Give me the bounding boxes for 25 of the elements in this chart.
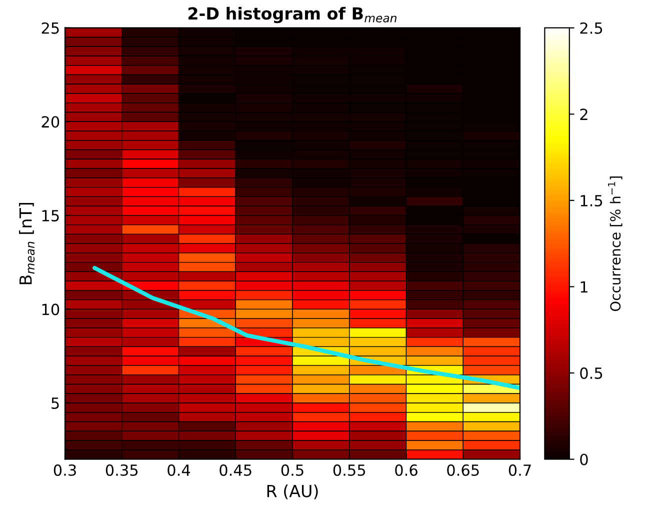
y-tick-label: 10 <box>42 304 60 316</box>
y-tick-label: 15 <box>42 210 59 222</box>
x-tick-label: 0.6 <box>395 464 418 476</box>
x-tick-label: 0.4 <box>168 464 190 476</box>
x-tick-label: 0.65 <box>447 464 479 476</box>
x-axis-title: R (AU) <box>267 484 318 500</box>
line-series <box>92 266 520 390</box>
x-tick-label: 0.7 <box>508 464 531 476</box>
x-tick-label: 0.35 <box>106 464 138 476</box>
color-bar-label: 0 <box>580 454 588 466</box>
x-tick-label: 0.5 <box>281 464 304 476</box>
y-axis-title: B$_{mean}$ [nT] <box>19 202 35 284</box>
color-bar-title: Occurrence [% h$^{−1}$] <box>608 176 622 312</box>
color-bar-label: 2.5 <box>580 22 602 34</box>
y-tick-label: 5 <box>52 398 59 409</box>
chart-title: 2-D histogram of B$_{mean}$ <box>188 6 396 24</box>
color-bar-label: 2 <box>580 108 588 120</box>
x-tick-label: 0.45 <box>220 464 252 476</box>
y-tick-label: 25 <box>42 22 59 34</box>
color-bar-label: 0.5 <box>580 367 602 379</box>
x-tick-label: 0.3 <box>54 464 76 476</box>
color-bar-label: 1 <box>580 281 588 292</box>
color-bar-label: 1.5 <box>580 195 602 206</box>
x-tick-label: 0.55 <box>333 464 366 476</box>
y-tick-label: 20 <box>42 116 60 128</box>
